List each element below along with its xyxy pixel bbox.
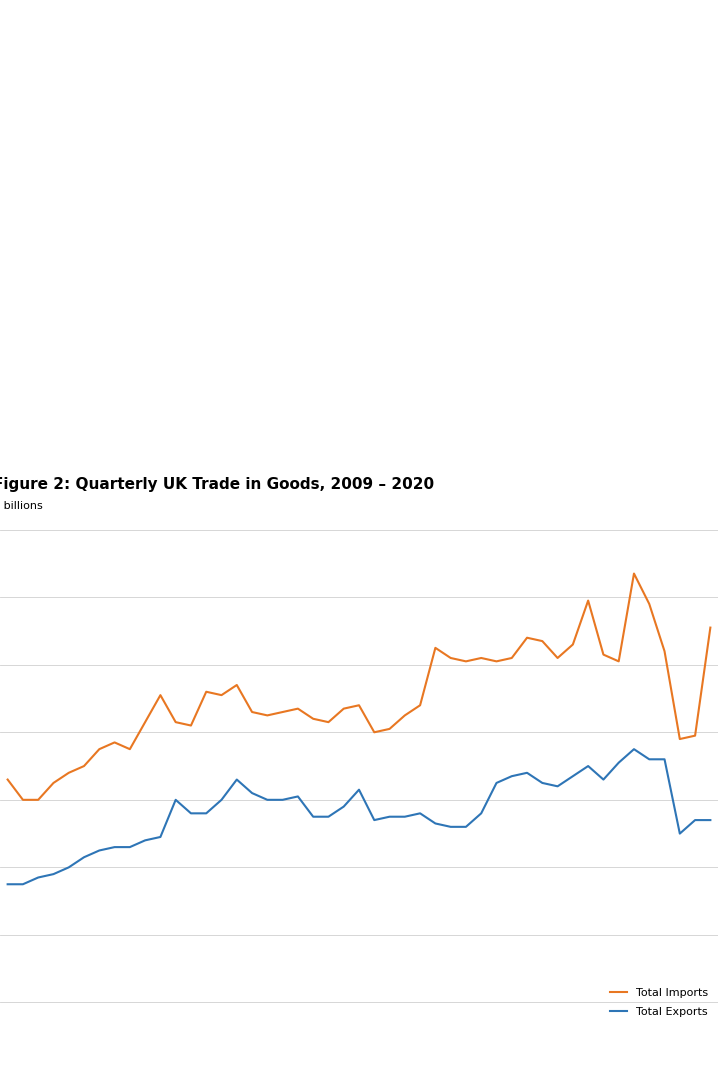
Total Exports [340,800,348,813]
Total Imports [416,699,424,712]
Total Exports [584,760,592,773]
Total Imports [355,699,363,712]
Total Imports [294,702,302,715]
Total Exports [554,780,562,793]
Total Exports [141,834,149,846]
Total Imports [630,567,638,580]
Total Imports [263,709,271,722]
Total Imports [599,648,607,661]
Total Exports [95,844,103,857]
Total Imports [49,777,57,790]
Total Exports [324,810,332,823]
Total Exports [370,813,378,826]
Total Exports [294,790,302,802]
Total Imports [538,635,546,647]
Total Exports [416,807,424,820]
Total Imports [65,766,73,779]
Total Exports [538,777,546,790]
Total Imports [492,655,500,668]
Total Imports [279,705,287,718]
Total Imports [172,716,180,729]
Total Imports [584,594,592,607]
Total Imports [523,631,531,644]
Total Imports [248,705,256,718]
Total Imports [508,652,516,664]
Total Exports [691,813,699,826]
Total Exports [492,777,500,790]
Line: Total Imports: Total Imports [8,574,710,800]
Total Imports [431,641,439,654]
Total Imports [111,736,119,749]
Total Exports [172,794,180,807]
Total Exports [279,794,287,807]
Total Imports [156,689,164,702]
Total Exports [126,841,134,854]
Total Imports [554,652,562,664]
Total Imports [477,652,485,664]
Line: Total Exports: Total Exports [8,749,710,884]
Total Exports [111,841,119,854]
Total Exports [65,861,73,874]
Total Imports [401,709,409,722]
Total Imports [447,652,455,664]
Total Exports [661,753,669,766]
Total Exports [462,821,470,834]
Total Imports [233,678,241,691]
Total Imports [370,725,378,738]
Total Imports [126,743,134,755]
Total Exports [156,830,164,843]
Total Imports [676,733,684,746]
Total Exports [233,774,241,786]
Total Exports [676,827,684,840]
Total Exports [386,810,394,823]
Total Imports [706,622,714,635]
Total Imports [19,794,27,807]
Total Imports [615,655,623,668]
Total Exports [49,868,57,881]
Total Exports [447,821,455,834]
Total Exports [508,769,516,782]
Total Imports [34,794,42,807]
Total Imports [187,719,195,732]
Total Exports [19,877,27,890]
Total Exports [630,743,638,755]
Total Exports [263,794,271,807]
Total Exports [431,817,439,830]
Total Exports [34,871,42,884]
Legend: Total Imports, Total Exports: Total Imports, Total Exports [606,983,712,1021]
Total Imports [141,716,149,729]
Total Exports [523,766,531,779]
Total Imports [386,722,394,735]
Total Exports [401,810,409,823]
Total Imports [218,689,226,702]
Total Imports [569,638,577,651]
Total Exports [569,769,577,782]
Total Exports [706,813,714,826]
Total Exports [355,783,363,796]
Total Exports [187,807,195,820]
Total Imports [309,713,317,725]
Total Exports [202,807,210,820]
Total Imports [4,774,12,786]
Total Exports [4,877,12,890]
Total Imports [691,730,699,743]
Total Exports [248,786,256,799]
Total Imports [95,743,103,755]
Total Imports [462,655,470,668]
Total Exports [645,753,653,766]
Text: Figure 2: Quarterly UK Trade in Goods, 2009 – 2020: Figure 2: Quarterly UK Trade in Goods, 2… [0,477,434,492]
Total Imports [80,760,88,773]
Total Exports [599,774,607,786]
Total Imports [340,702,348,715]
Total Exports [218,794,226,807]
Total Exports [477,807,485,820]
Total Imports [202,685,210,698]
Total Exports [80,851,88,863]
Total Imports [324,716,332,729]
Total Imports [645,597,653,610]
Total Imports [661,645,669,658]
Text: £ billions: £ billions [0,501,42,510]
Total Exports [615,756,623,769]
Total Exports [309,810,317,823]
